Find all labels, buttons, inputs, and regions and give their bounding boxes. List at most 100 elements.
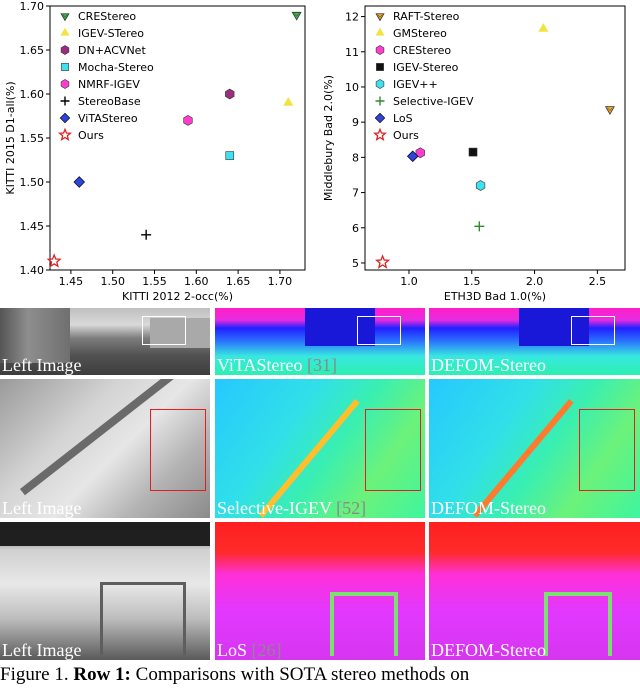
y-tick-label: 1.55 <box>20 132 45 145</box>
y-tick-label: 11 <box>345 46 359 59</box>
data-point-raft-stereo-inner <box>607 107 613 112</box>
x-tick-label: 1.5 <box>463 275 481 288</box>
data-point-los <box>406 150 419 163</box>
x-tick-label: 2.5 <box>589 275 607 288</box>
row3-right-label: DEFOM-Stereo <box>431 640 546 660</box>
y-tick-label: 10 <box>345 81 359 94</box>
legend-label: Ours <box>393 129 419 142</box>
legend-marker-gmstereo <box>375 27 385 36</box>
figure-caption: Figure 1. Row 1: Comparisons with SOTA s… <box>0 664 640 689</box>
row1-left-label: Left Image <box>2 355 82 375</box>
y-axis-label: KITTI 2015 D1-all(%) <box>4 81 17 194</box>
row1-right-label: DEFOM-Stereo <box>431 355 546 375</box>
data-point-ours <box>46 253 62 268</box>
row1-mid-cite: [31] <box>306 355 337 375</box>
legend-marker-igev-stereo <box>60 27 70 36</box>
row1-vitastereo-disparity: ViTAStereo [31] <box>215 308 425 375</box>
legend-marker-nmrf-igev <box>60 79 70 89</box>
x-tick-label: 1.45 <box>59 275 84 288</box>
legend-label: ViTAStereo <box>78 112 138 125</box>
data-point-ours <box>374 254 391 269</box>
data-point-vitastereo <box>73 176 86 188</box>
caption-lead: Figure 1. <box>0 664 69 685</box>
row2-right-label: DEFOM-Stereo <box>431 498 546 518</box>
legend-marker-stereobase <box>60 96 70 106</box>
row2-mid-label: Selective-IGEV <box>217 498 332 518</box>
qualitative-comparison-grid: Left Image ViTAStereo [31] DEFOM-Stereo … <box>0 308 640 660</box>
data-point-gmstereo <box>538 23 549 32</box>
row2-selective-igev-disparity: Selective-IGEV [52] <box>215 379 425 518</box>
x-tick-label: 1.55 <box>142 275 167 288</box>
y-tick-label: 12 <box>345 11 359 24</box>
y-tick-label: 6 <box>352 222 359 235</box>
x-axis-label: KITTI 2012 2-occ(%) <box>122 290 233 303</box>
legend-marker-dn-acvnet <box>60 45 70 55</box>
legend-label: IGEV-STereo <box>78 27 144 40</box>
x-tick-label: 1.60 <box>184 275 209 288</box>
legend-marker-los <box>374 112 386 124</box>
row1-defom-disparity: DEFOM-Stereo <box>429 308 640 375</box>
row2-left-label: Left Image <box>2 498 82 518</box>
legend-marker-ours <box>57 127 73 141</box>
legend-marker-raft-stereo-inner <box>377 14 383 18</box>
y-tick-label: 1.45 <box>20 220 45 233</box>
legend-label: NMRF-IGEV <box>78 78 140 91</box>
row3-defom-disparity: DEFOM-Stereo <box>429 522 640 660</box>
legend-label: DN+ACVNet <box>78 44 146 57</box>
data-point-nmrf-igev <box>183 115 193 126</box>
row3-left-label: Left Image <box>2 640 82 660</box>
row3-left-image: Left Image <box>0 522 210 660</box>
legend-label: RAFT-Stereo <box>393 10 460 23</box>
x-tick-label: 1.50 <box>100 275 125 288</box>
data-point-igev-stereo <box>468 147 478 157</box>
legend-marker-igev- <box>375 79 385 89</box>
y-axis-label: Middlebury Bad 2.0(%) <box>322 75 335 201</box>
x-tick-label: 2.0 <box>526 275 544 288</box>
x-tick-label: 1.0 <box>400 275 418 288</box>
legend-marker-crestereo <box>375 45 385 55</box>
row2-mid-cite: [52] <box>336 498 367 518</box>
y-tick-label: 9 <box>352 116 359 129</box>
legend-marker-crestereo-inner <box>62 14 68 18</box>
row1-left-image: Left Image <box>0 308 210 375</box>
data-point-igev- <box>475 180 486 191</box>
data-point-selective-igev <box>474 221 485 232</box>
legend: RAFT-Stereo GMStereo CREStereo IGEV-Stereo I… <box>372 10 474 142</box>
legend-marker-selective-igev <box>375 96 385 106</box>
y-tick-label: 1.65 <box>20 44 45 57</box>
x-tick-label: 1.65 <box>226 275 251 288</box>
y-tick-label: 5 <box>352 257 359 270</box>
legend-label: StereoBase <box>78 95 141 108</box>
y-tick-label: 1.40 <box>20 264 45 277</box>
legend-label: IGEV-Stereo <box>393 61 459 74</box>
legend-label: Mocha-Stereo <box>78 61 154 74</box>
legend-label: CREStereo <box>78 10 136 23</box>
legend-label: GMStereo <box>393 27 447 40</box>
data-point-dn-acvnet <box>225 88 235 100</box>
y-tick-label: 1.60 <box>20 88 45 101</box>
y-tick-label: 1.70 <box>20 0 45 13</box>
row3-mid-label: LoS <box>217 640 248 660</box>
y-tick-label: 7 <box>352 187 359 200</box>
row2-left-image: Left Image <box>0 379 210 518</box>
row3-los-disparity: LoS [26] <box>215 522 425 660</box>
legend-marker-mocha-stereo <box>61 63 69 71</box>
x-tick-label: 1.70 <box>268 275 293 288</box>
legend-marker-igev-stereo <box>376 63 384 71</box>
legend-label: IGEV++ <box>393 78 438 91</box>
caption-text: Comparisons with SOTA stereo methods on <box>135 664 470 685</box>
legend-marker-ours <box>372 127 388 141</box>
caption-bold: Row 1: <box>73 664 131 685</box>
legend-label: CREStereo <box>393 44 451 57</box>
data-point-crestereo-inner <box>293 13 300 17</box>
x-axis-label: ETH3D Bad 1.0(%) <box>444 290 546 303</box>
row3-mid-cite: [26] <box>251 640 282 660</box>
plot-frame <box>49 5 306 271</box>
data-point-mocha-stereo <box>225 151 235 160</box>
plot-frame <box>364 5 626 271</box>
legend: CREStereo IGEV-STereo DN+ACVNet Mocha-Stere… <box>57 10 154 142</box>
legend-label: Selective-IGEV <box>393 95 474 108</box>
legend-marker-vitastereo <box>59 112 71 124</box>
data-point-crestereo <box>415 147 425 159</box>
data-point-igev-stereo <box>283 96 294 106</box>
